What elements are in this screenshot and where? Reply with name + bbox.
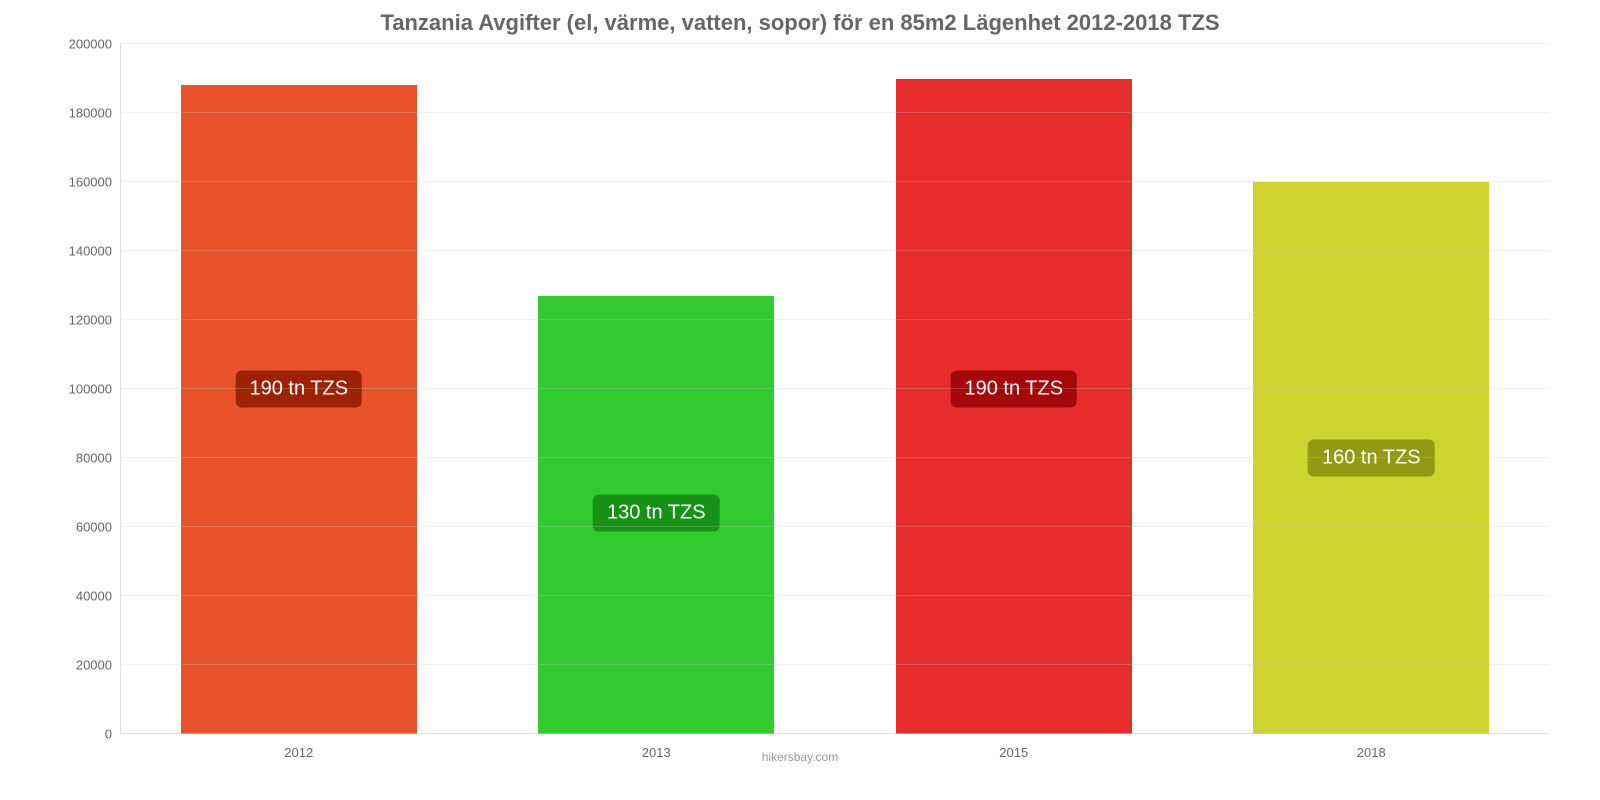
y-axis: 0200004000060000800001000001200001400001… — [50, 44, 120, 734]
gridline — [120, 112, 1550, 113]
bar-value-label: 160 tn TZS — [1308, 440, 1435, 477]
gridline — [120, 595, 1550, 596]
bar: 160 tn TZS — [1253, 182, 1489, 734]
chart-title: Tanzania Avgifter (el, värme, vatten, so… — [50, 10, 1550, 36]
y-tick-label: 200000 — [69, 37, 112, 52]
bar: 130 tn TZS — [538, 296, 774, 734]
gridline — [120, 457, 1550, 458]
gridline — [120, 43, 1550, 44]
bar-slot: 190 tn TZS2015 — [835, 44, 1193, 734]
gridline — [120, 388, 1550, 389]
gridline — [120, 664, 1550, 665]
y-tick-label: 40000 — [76, 589, 112, 604]
y-tick-label: 100000 — [69, 382, 112, 397]
bar-slot: 160 tn TZS2018 — [1193, 44, 1551, 734]
gridline — [120, 526, 1550, 527]
y-tick-label: 20000 — [76, 658, 112, 673]
y-tick-label: 80000 — [76, 451, 112, 466]
y-tick-label: 180000 — [69, 106, 112, 121]
y-tick-label: 120000 — [69, 313, 112, 328]
bar-slot: 130 tn TZS2013 — [478, 44, 836, 734]
bar: 190 tn TZS — [896, 79, 1132, 735]
y-tick-label: 0 — [105, 727, 112, 742]
bar-chart: Tanzania Avgifter (el, värme, vatten, so… — [50, 10, 1550, 770]
gridline — [120, 319, 1550, 320]
y-tick-label: 60000 — [76, 520, 112, 535]
gridline — [120, 181, 1550, 182]
bar-slot: 190 tn TZS2012 — [120, 44, 478, 734]
gridline — [120, 250, 1550, 251]
attribution: hikersbay.com — [50, 750, 1550, 764]
bars-area: 190 tn TZS2012130 tn TZS2013190 tn TZS20… — [120, 44, 1550, 734]
bars-container: 190 tn TZS2012130 tn TZS2013190 tn TZS20… — [120, 44, 1550, 734]
y-tick-label: 140000 — [69, 244, 112, 259]
gridline — [120, 733, 1550, 734]
bar-value-label: 190 tn TZS — [950, 371, 1077, 408]
bar-value-label: 190 tn TZS — [235, 371, 362, 408]
plot-area: 0200004000060000800001000001200001400001… — [50, 44, 1550, 734]
bar: 190 tn TZS — [181, 85, 417, 734]
y-tick-label: 160000 — [69, 175, 112, 190]
